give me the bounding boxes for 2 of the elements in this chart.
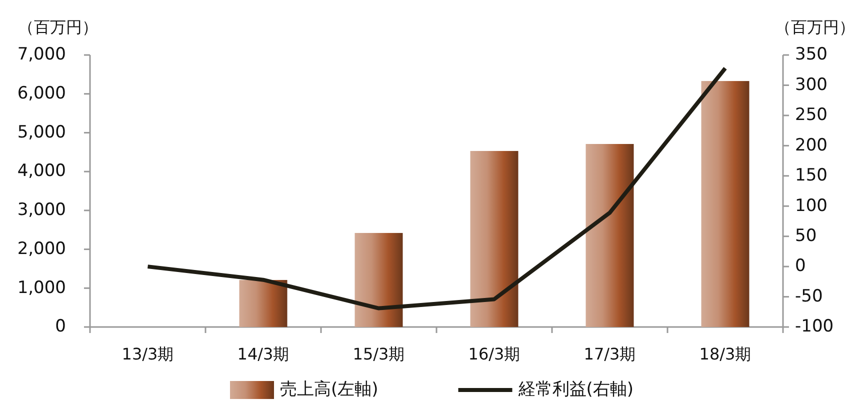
y2label: （百万円） [775,17,855,36]
ylabel: （百万円） [18,17,98,36]
